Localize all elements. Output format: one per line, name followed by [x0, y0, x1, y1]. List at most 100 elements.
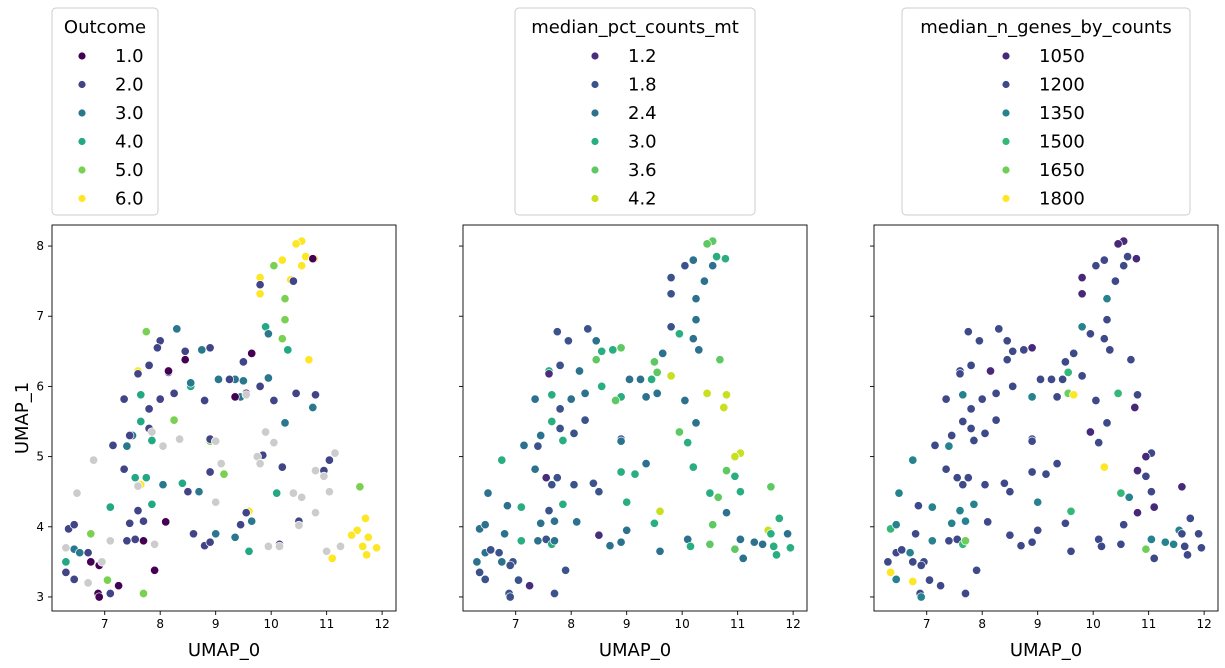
- data-point: [169, 388, 179, 398]
- x-tick-label: 7: [923, 617, 931, 631]
- data-point: [958, 416, 968, 427]
- legend-marker: [591, 80, 599, 89]
- data-point: [649, 518, 659, 528]
- data-point: [122, 441, 132, 451]
- data-point: [580, 388, 590, 398]
- data-point: [544, 369, 554, 379]
- data-point: [944, 441, 954, 451]
- data-point: [666, 322, 676, 332]
- data-point: [927, 536, 937, 546]
- data-point: [1096, 541, 1107, 551]
- data-point: [211, 497, 221, 507]
- data-point: [244, 546, 254, 556]
- data-point: [136, 416, 146, 427]
- data-point: [666, 289, 676, 299]
- data-point: [263, 329, 273, 339]
- x-tick-label: 10: [675, 617, 690, 631]
- data-point: [516, 536, 526, 546]
- data-point: [502, 501, 512, 511]
- data-point: [1146, 487, 1156, 497]
- data-point: [516, 502, 526, 512]
- data-point: [83, 578, 93, 588]
- data-point: [533, 441, 543, 451]
- data-point: [547, 416, 557, 427]
- data-point: [547, 480, 557, 490]
- data-point: [247, 348, 257, 358]
- data-point: [536, 518, 546, 528]
- data-point: [1099, 255, 1109, 265]
- data-point: [186, 378, 196, 388]
- data-point: [505, 592, 515, 602]
- data-point: [280, 418, 290, 428]
- y-tick-label: 6: [36, 379, 44, 393]
- data-point: [1119, 520, 1129, 530]
- legend-label: 3.0: [628, 132, 657, 153]
- data-point: [94, 592, 104, 602]
- data-point: [236, 520, 246, 530]
- data-point: [947, 518, 957, 528]
- data-point: [563, 336, 573, 346]
- data-point: [1091, 261, 1101, 271]
- legend-marker: [1002, 194, 1010, 203]
- data-point: [277, 334, 287, 344]
- data-point: [1077, 273, 1087, 283]
- data-point: [277, 255, 287, 265]
- data-point: [1066, 546, 1076, 556]
- legend-label: 5.0: [115, 160, 144, 181]
- x-tick-label: 9: [623, 617, 631, 631]
- data-point: [519, 440, 529, 450]
- data-point: [102, 575, 113, 585]
- data-point: [1102, 315, 1112, 325]
- data-point: [1077, 289, 1087, 299]
- data-point: [327, 553, 337, 563]
- data-point: [1099, 334, 1109, 344]
- data-point: [666, 371, 676, 381]
- data-point: [335, 541, 346, 551]
- data-point: [1027, 343, 1037, 353]
- data-point: [360, 513, 371, 523]
- data-point: [133, 369, 143, 379]
- legend: median_n_genes_by_counts 1050 1200 1350 1500…: [901, 7, 1191, 216]
- scatter-panel-2: 7 8 9 10 11 12 UMAP_0 median_pct_counts_mt 1.2 1.…: [459, 7, 808, 661]
- data-point: [1131, 254, 1141, 264]
- data-point: [712, 252, 722, 262]
- data-point: [161, 517, 171, 527]
- data-point: [958, 390, 968, 400]
- data-point: [480, 520, 490, 530]
- data-point: [288, 488, 298, 498]
- data-point: [358, 541, 368, 551]
- data-point: [616, 436, 626, 446]
- legend-marker: [1002, 109, 1010, 117]
- data-point: [1141, 452, 1151, 462]
- data-point: [963, 473, 973, 483]
- data-point: [138, 536, 149, 546]
- data-point: [147, 499, 157, 509]
- plot-frame: [51, 224, 397, 612]
- legend: Outcome 1.0 2.0 3.0 4.0 5.0 6.0: [51, 7, 159, 216]
- data-point: [691, 418, 701, 428]
- data-point: [310, 390, 321, 400]
- data-point: [927, 502, 937, 512]
- data-point: [622, 497, 632, 507]
- data-point: [983, 517, 993, 527]
- data-point: [500, 529, 510, 539]
- data-point: [552, 327, 562, 337]
- data-point: [674, 427, 684, 437]
- data-point: [283, 345, 293, 355]
- data-point: [86, 529, 96, 539]
- data-point: [1169, 539, 1179, 549]
- data-point: [608, 345, 618, 355]
- data-point: [952, 473, 962, 483]
- data-point: [347, 530, 357, 540]
- data-point: [141, 473, 151, 483]
- data-point: [685, 541, 696, 551]
- x-tick-label: 9: [212, 617, 220, 631]
- legend-label: 4.2: [628, 189, 657, 210]
- x-tick-label: 9: [1034, 617, 1042, 631]
- data-point: [89, 455, 99, 465]
- data-point: [241, 390, 251, 400]
- data-point: [1085, 329, 1095, 339]
- data-point: [291, 388, 301, 398]
- legend-label: 1350: [1039, 103, 1085, 124]
